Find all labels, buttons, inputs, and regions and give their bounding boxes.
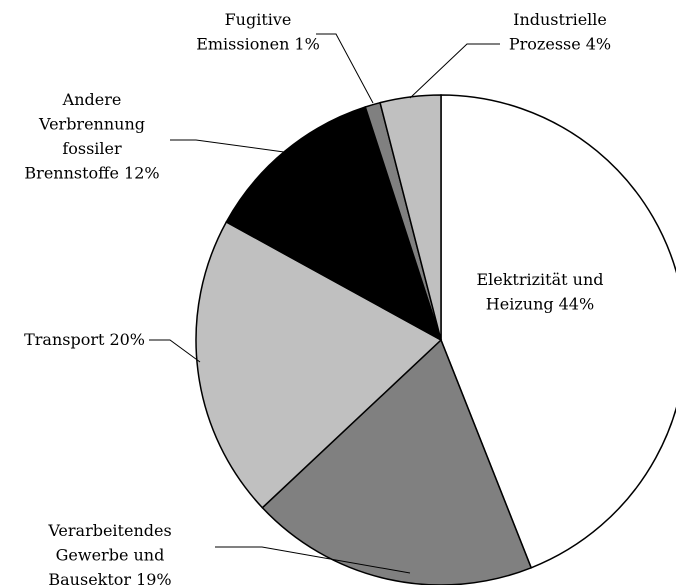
label-value: 44% (559, 294, 595, 313)
leader-line (409, 43, 500, 99)
label-line: Prozesse (509, 34, 581, 53)
label-line: Transport (24, 330, 105, 349)
label-line: Bausektor (48, 570, 131, 585)
pie-slice (195, 220, 443, 509)
slice-label: Andere Verbrennung fossiler Brennstoffe 12% (24, 90, 159, 183)
label-value: 20% (109, 330, 145, 349)
leader-line (170, 139, 285, 153)
label-line: fossiler (62, 139, 122, 158)
label-line: Andere (62, 90, 122, 109)
pie-slice (261, 338, 533, 585)
pie-slice (440, 94, 676, 569)
slice-label: Industrielle Prozesse 4% (509, 10, 611, 54)
label-line: Fugitive (225, 10, 292, 29)
label-line: Elektrizität und (476, 270, 603, 289)
slice-label: Transport 20% (24, 330, 145, 349)
label-line: Industrielle (513, 10, 607, 29)
pie-slice (379, 94, 442, 341)
label-line: Verbrennung (38, 114, 145, 133)
label-name: Transport (24, 330, 105, 349)
label-value: 19% (136, 570, 172, 585)
label-name: Fugitive Emissionen (196, 10, 291, 54)
pie-slice (225, 106, 443, 342)
leader-line (215, 546, 411, 574)
label-line: Brennstoffe (24, 163, 119, 182)
label-name: Verarbeitendes Gewerbe und Bausektor (47, 521, 171, 585)
label-line: Gewerbe und (56, 545, 165, 564)
label-line: Emissionen (196, 34, 289, 53)
slice-label: Fugitive Emissionen 1% (196, 10, 320, 54)
label-value: 1% (294, 34, 319, 53)
slice-label: Verarbeitendes Gewerbe und Bausektor 19% (47, 521, 171, 585)
label-name: Industrielle Prozesse (509, 10, 607, 54)
label-name: Andere Verbrennung fossiler Brennstoffe (24, 90, 145, 183)
label-line: Heizung (486, 294, 554, 313)
leader-line (316, 33, 374, 104)
label-name: Elektrizität und Heizung (476, 270, 603, 314)
leader-line (149, 339, 201, 363)
label-value: 4% (586, 34, 611, 53)
slice-label: Elektrizität und Heizung 44% (476, 270, 603, 314)
label-value: 12% (124, 163, 160, 182)
label-line: Verarbeitendes (47, 521, 171, 540)
